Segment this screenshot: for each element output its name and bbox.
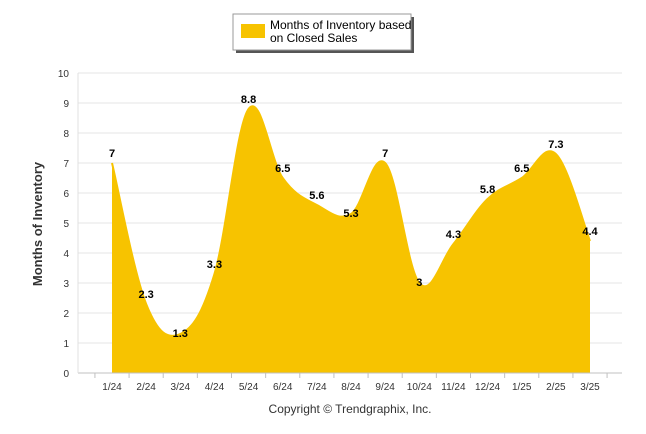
x-tick-label: 8/24 (341, 382, 361, 393)
copyright-text: Copyright © Trendgraphix, Inc. (269, 402, 432, 416)
x-tick-label: 7/24 (307, 382, 327, 393)
y-tick-label: 10 (58, 69, 70, 80)
y-tick-label: 9 (63, 99, 69, 110)
x-tick-label: 10/24 (407, 382, 432, 393)
x-tick-label: 2/24 (136, 382, 156, 393)
data-label: 4.4 (582, 226, 598, 238)
data-label: 4.3 (446, 229, 461, 241)
data-label: 5.6 (309, 190, 324, 202)
series-line (111, 105, 591, 337)
data-label: 1.3 (173, 328, 188, 340)
x-tick-label: 12/24 (475, 382, 500, 393)
x-tick-label: 3/25 (580, 382, 600, 393)
data-label: 6.5 (275, 163, 290, 175)
legend-label-line1: Months of Inventory based (270, 18, 411, 32)
y-axis-title: Months of Inventory (30, 161, 45, 286)
data-label: 5.3 (343, 208, 358, 220)
y-tick-labels: 0 1 2 3 4 5 6 7 8 9 10 (58, 69, 70, 380)
axes (77, 73, 622, 378)
x-tick-labels: 1/24 2/24 3/24 4/24 5/24 6/24 7/24 8/24 9/24 10/2… (102, 382, 600, 393)
x-tick-label: 11/24 (441, 382, 466, 393)
x-tick-label: 4/24 (205, 382, 225, 393)
data-label: 7.3 (548, 139, 563, 151)
x-tick-label: 9/24 (375, 382, 395, 393)
legend-label-line2: on Closed Sales (270, 31, 357, 45)
data-labels: 7 2.3 1.3 3.3 8.8 6.5 5.6 5.3 7 3 4.3 5.8 6.5 7.3 4.4 (109, 94, 599, 340)
y-tick-label: 0 (63, 369, 69, 380)
area-series (111, 105, 591, 373)
x-tick-label: 1/25 (512, 382, 532, 393)
x-tick-label: 1/24 (102, 382, 122, 393)
y-tick-label: 1 (63, 339, 69, 350)
data-label: 3.3 (207, 259, 222, 271)
legend-swatch (241, 24, 265, 38)
x-tick-label: 6/24 (273, 382, 293, 393)
y-tick-label: 5 (63, 219, 69, 230)
x-tick-label: 2/25 (546, 382, 566, 393)
data-label: 8.8 (241, 94, 256, 106)
data-label: 7 (382, 148, 388, 160)
area-fill (112, 106, 590, 373)
data-label: 7 (109, 148, 115, 160)
data-label: 6.5 (514, 163, 529, 175)
data-label: 2.3 (138, 289, 153, 301)
legend: Months of Inventory based on Closed Sale… (232, 13, 414, 53)
y-tick-label: 7 (63, 159, 69, 170)
y-tick-label: 6 (63, 189, 69, 200)
y-tick-label: 3 (63, 279, 69, 290)
data-label: 5.8 (480, 184, 495, 196)
data-label: 3 (416, 277, 422, 289)
y-tick-label: 8 (63, 129, 69, 140)
x-tick-label: 5/24 (239, 382, 259, 393)
y-tick-label: 4 (63, 249, 69, 260)
x-tick-label: 3/24 (171, 382, 191, 393)
y-tick-label: 2 (63, 309, 69, 320)
